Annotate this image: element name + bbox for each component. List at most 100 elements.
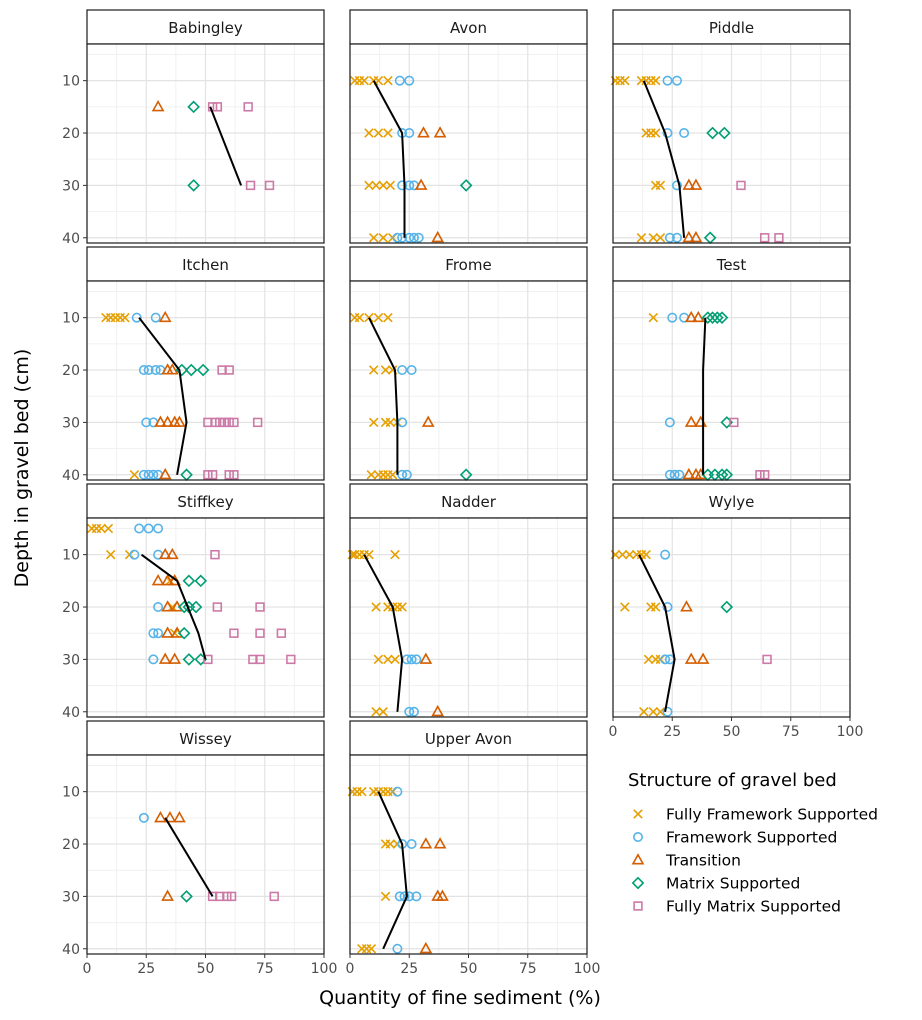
point-fs bbox=[664, 232, 675, 243]
point-fms bbox=[224, 365, 234, 375]
point-fs bbox=[394, 75, 405, 86]
panel-upper-avon: Upper Avon 0 25 50 75 100 bbox=[346, 720, 601, 977]
point-fs bbox=[662, 602, 673, 613]
y-tick-label: 40 bbox=[62, 231, 80, 247]
point-fms bbox=[229, 628, 239, 638]
point-ffs bbox=[368, 417, 379, 428]
panel-strip bbox=[86, 246, 325, 282]
point-ffs bbox=[373, 128, 384, 138]
point-ms bbox=[189, 600, 203, 614]
point-fms bbox=[212, 102, 223, 112]
point-fs bbox=[397, 232, 408, 243]
panel-border bbox=[612, 43, 851, 244]
point-ffs bbox=[378, 706, 388, 717]
point-ms bbox=[196, 363, 210, 377]
point-fs bbox=[669, 469, 680, 480]
x-tick-label: 25 bbox=[137, 961, 155, 977]
panel-title: Frome bbox=[445, 256, 491, 274]
point-fs bbox=[153, 602, 164, 613]
legend-key-fs bbox=[633, 831, 643, 842]
legend-label: Fully Matrix Supported bbox=[666, 898, 841, 916]
legend-entry-ms: Matrix Supported bbox=[631, 875, 800, 893]
trend-line bbox=[209, 106, 243, 186]
point-t bbox=[682, 230, 696, 243]
point-t bbox=[161, 415, 174, 427]
y-tick-label: 10 bbox=[62, 74, 80, 90]
legend-title: Structure of gravel bed bbox=[628, 770, 837, 791]
point-t bbox=[414, 178, 428, 190]
point-fs bbox=[134, 523, 145, 534]
y-axis-title: Depth in gravel bed (cm) bbox=[11, 349, 33, 588]
point-ffs bbox=[364, 312, 374, 323]
point-fs bbox=[660, 549, 671, 560]
point-ms bbox=[177, 626, 191, 640]
point-fs bbox=[141, 417, 152, 428]
legend: Structure of gravel bed Fully Framework … bbox=[628, 770, 878, 916]
legend-entry-t: Transition bbox=[631, 852, 741, 870]
point-ms bbox=[701, 311, 715, 324]
point-fs bbox=[674, 469, 685, 480]
point-t bbox=[161, 574, 174, 586]
panel-title: Babingley bbox=[168, 19, 243, 37]
point-t bbox=[154, 415, 167, 427]
point-fms bbox=[215, 417, 225, 428]
panel-border bbox=[349, 517, 588, 718]
point-fms bbox=[264, 180, 275, 191]
point-fs bbox=[406, 654, 417, 665]
x-tick-label: 0 bbox=[609, 724, 618, 740]
point-ms bbox=[718, 126, 731, 140]
panel-piddle: Piddle bbox=[610, 9, 851, 245]
panel-strip bbox=[612, 246, 851, 282]
point-fs bbox=[671, 75, 682, 86]
point-t bbox=[421, 415, 435, 427]
point-ffs bbox=[371, 602, 381, 612]
x-tick-label: 50 bbox=[197, 961, 215, 977]
y-tick-label: 40 bbox=[62, 705, 80, 721]
point-ffs bbox=[650, 602, 661, 612]
point-fms bbox=[286, 654, 296, 665]
trend-line bbox=[372, 80, 406, 238]
trend-line bbox=[363, 554, 404, 712]
point-fms bbox=[203, 470, 213, 480]
point-t bbox=[696, 652, 710, 664]
point-ffs bbox=[366, 469, 377, 480]
point-ffs bbox=[639, 706, 649, 717]
y-tick-label: 40 bbox=[62, 468, 80, 484]
y-tick-label: 30 bbox=[62, 652, 80, 668]
point-ffs bbox=[387, 469, 398, 480]
point-fms bbox=[210, 549, 220, 560]
point-ms bbox=[184, 363, 198, 377]
point-fs bbox=[664, 469, 675, 480]
trend-line bbox=[638, 554, 676, 712]
point-ms bbox=[715, 311, 729, 324]
legend-key-ffs bbox=[633, 809, 643, 819]
panel-title: Piddle bbox=[709, 19, 754, 37]
legend-key-fms bbox=[633, 901, 643, 911]
point-fms bbox=[729, 417, 739, 428]
panel-title: Avon bbox=[450, 19, 487, 37]
point-fms bbox=[774, 233, 784, 243]
point-fms bbox=[212, 602, 223, 612]
point-ffs bbox=[643, 654, 654, 665]
x-tick-label: 100 bbox=[574, 961, 601, 977]
trend-line bbox=[368, 317, 399, 475]
x-axis-title: Quantity of fine sediment (%) bbox=[319, 987, 601, 1009]
point-ffs bbox=[648, 312, 659, 323]
panel-title: Nadder bbox=[441, 493, 497, 511]
point-ms bbox=[180, 890, 193, 903]
x-tick-label: 0 bbox=[346, 961, 355, 977]
point-t bbox=[165, 547, 179, 560]
point-fms bbox=[229, 417, 239, 428]
point-ffs bbox=[636, 232, 647, 243]
point-ffs bbox=[624, 549, 635, 560]
point-t bbox=[691, 310, 705, 323]
point-fms bbox=[276, 628, 287, 638]
point-fs bbox=[401, 469, 412, 480]
point-ffs bbox=[359, 75, 369, 86]
point-fms bbox=[269, 891, 279, 902]
point-t bbox=[431, 704, 445, 717]
point-fms bbox=[736, 180, 746, 191]
legend-label: Fully Framework Supported bbox=[666, 806, 878, 824]
point-t bbox=[419, 837, 433, 849]
point-t bbox=[680, 600, 693, 612]
